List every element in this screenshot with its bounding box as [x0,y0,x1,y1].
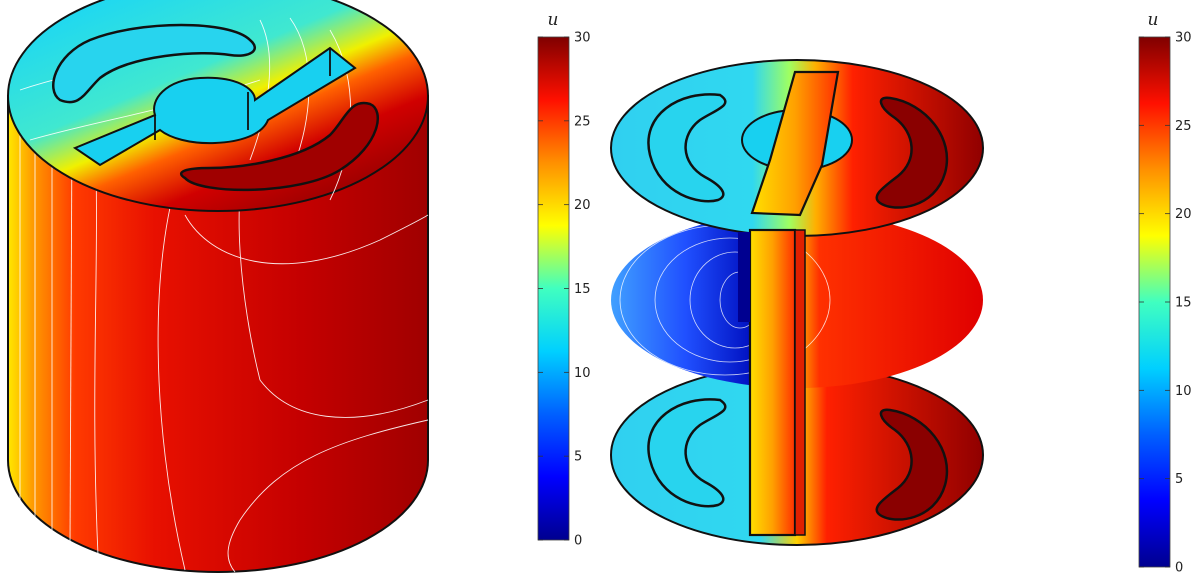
cutout-inner-wall [154,48,331,140]
colorbar-tick-label: 10 [574,366,591,381]
vertical-wall-column [748,228,797,537]
colorbar-tick-label: 0 [574,534,582,549]
left-colorbar-title: u [548,10,559,30]
colorbar-tick-label: 15 [1175,296,1192,311]
colorbar-tick-label: 30 [574,31,591,46]
crescent-slot-upper [52,23,256,104]
slice-top-crescent-left [647,93,727,203]
right-slices-plot [610,59,984,546]
vertical-wall-side [794,229,806,536]
central-cutout [72,46,357,167]
colorbar-tick-label: 25 [1175,119,1192,134]
right-colorbar-ticks: 0 5 10 15 20 25 30 [1139,31,1192,576]
colorbar-tick-label: 20 [1175,207,1192,222]
cylinder-side-contours [19,110,429,573]
left-cylinder-plot [7,0,429,573]
colorbar-tick-label: 15 [574,282,591,297]
left-colorbar: u 0 5 10 15 20 25 30 [537,10,591,549]
colorbar-tick-label: 5 [1175,472,1183,487]
colorbar-tick-label: 0 [1175,561,1183,576]
right-colorbar: u 0 5 10 15 20 25 30 [1138,10,1192,576]
slice-top-crescent-right [875,96,949,209]
colorbar-tick-label: 10 [1175,384,1192,399]
colorbar-tick-label: 30 [1175,31,1192,46]
mid-slice-dark-band [738,232,750,322]
cylinder-side-surface [7,95,429,573]
crescent-slot-lower [179,101,379,192]
slice-bottom-crescent-left [647,398,727,508]
vertical-wall-fin [750,70,840,217]
colorbar-tick-label: 5 [574,450,582,465]
right-colorbar-title: u [1148,10,1159,30]
slice-bottom-crescent-right [875,408,949,521]
colorbar-tick-label: 20 [574,198,591,213]
left-colorbar-ticks: 0 5 10 15 20 25 30 [538,31,591,549]
colorbar-tick-label: 25 [574,114,591,129]
